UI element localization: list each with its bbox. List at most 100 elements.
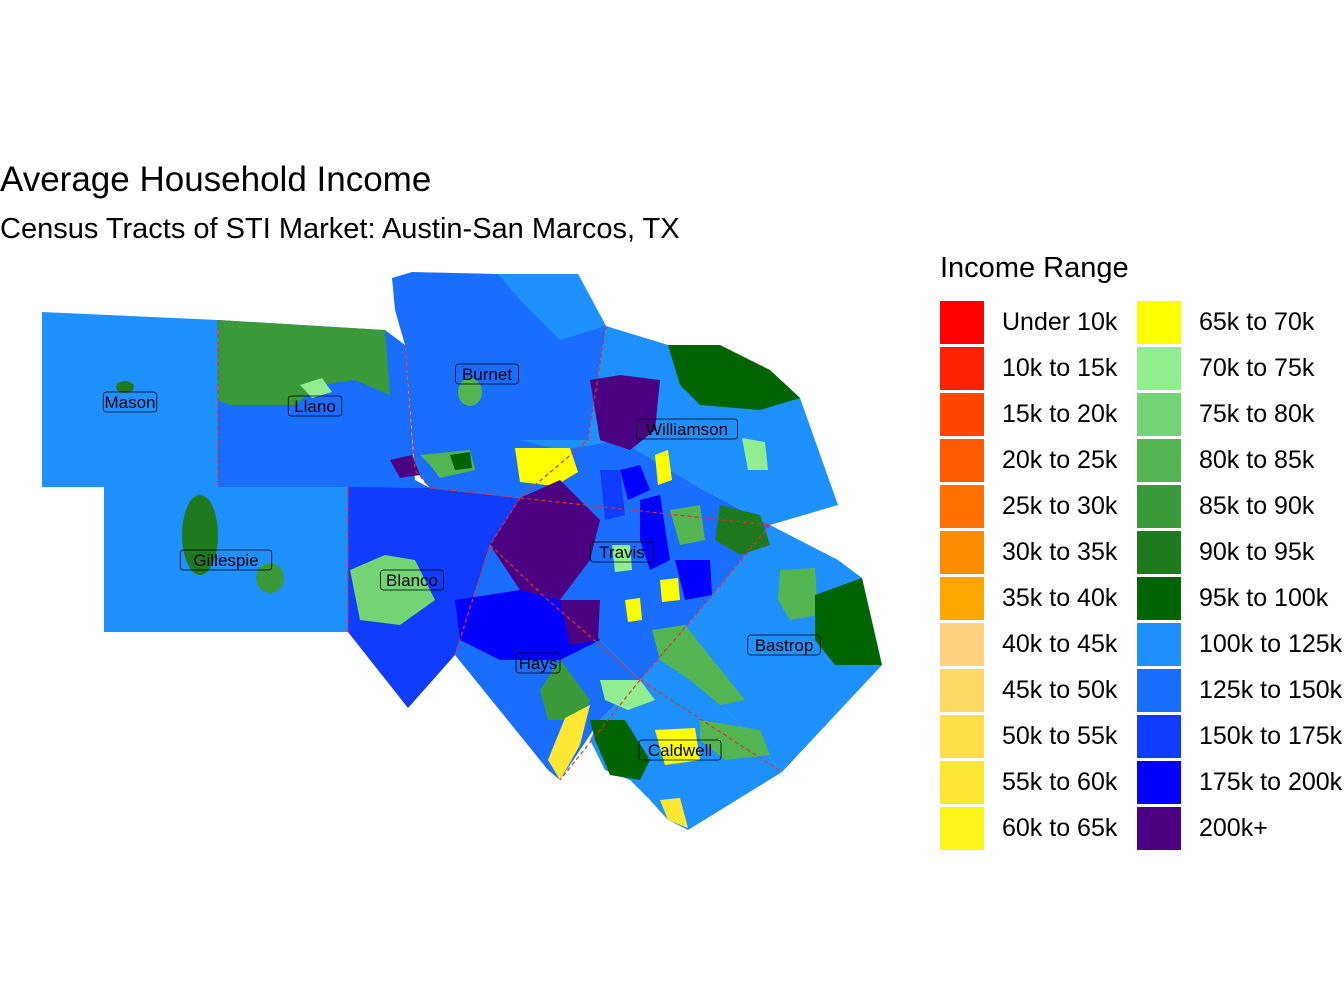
legend-item: 15k to 20k [940, 392, 1140, 438]
county-label: Gillespie [193, 551, 258, 570]
legend-swatch [1137, 761, 1181, 804]
legend-label: 35k to 40k [1002, 584, 1118, 612]
legend-label: 100k to 125k [1199, 630, 1343, 658]
legend-swatch [1137, 393, 1181, 436]
legend-label: 200k+ [1199, 814, 1268, 842]
legend-swatch [940, 623, 984, 666]
legend-swatch [1137, 301, 1181, 344]
legend-swatch [940, 715, 984, 758]
legend-label: 65k to 70k [1199, 308, 1315, 336]
choropleth-map: Mason Llano Burnet Williamson Gillespie Blanc… [42, 272, 882, 830]
county-label-box [515, 652, 561, 674]
legend-swatch [1137, 485, 1181, 528]
legend-swatch [940, 485, 984, 528]
legend-swatch [1137, 577, 1181, 620]
legend-label: 75k to 80k [1199, 400, 1315, 428]
county-label: Mason [104, 393, 155, 412]
legend-swatch [940, 301, 984, 344]
legend-item: 30k to 35k [940, 530, 1140, 576]
legend-item: Under 10k [940, 300, 1140, 346]
legend-swatch [940, 807, 984, 850]
legend-label: 50k to 55k [1002, 722, 1118, 750]
county-label-box [638, 739, 722, 761]
legend-item: 25k to 30k [940, 484, 1140, 530]
legend-swatch [940, 577, 984, 620]
legend-item: 90k to 95k [1137, 530, 1337, 576]
county-label-box [455, 363, 519, 385]
legend-label: 15k to 20k [1002, 400, 1118, 428]
county-label-box [102, 391, 158, 413]
county-mason [42, 312, 218, 487]
legend-item: 150k to 175k [1137, 714, 1342, 760]
legend-label: 10k to 15k [1002, 354, 1118, 382]
county-label: Llano [294, 397, 336, 416]
tract-patches [116, 274, 882, 828]
legend-item: 45k to 50k [940, 668, 1140, 714]
legend-label: 85k to 90k [1199, 492, 1315, 520]
county-label: Bastrop [755, 636, 814, 655]
county-label: Travis [599, 543, 645, 562]
legend-item: 100k to 125k [1137, 622, 1342, 668]
county-gillespie [104, 487, 348, 632]
legend-title: Income Range [940, 252, 1129, 284]
legend-label: 55k to 60k [1002, 768, 1118, 796]
legend-item: 60k to 65k [940, 806, 1140, 852]
county-labels: Mason Llano Burnet Williamson Gillespie Blanc… [102, 363, 821, 761]
legend-swatch [940, 761, 984, 804]
legend-label: 150k to 175k [1199, 722, 1343, 750]
legend-item: 95k to 100k [1137, 576, 1337, 622]
legend-label: 60k to 65k [1002, 814, 1118, 842]
county-label: Blanco [386, 571, 438, 590]
legend-label: 25k to 30k [1002, 492, 1118, 520]
legend-label: 70k to 75k [1199, 354, 1315, 382]
legend-item: 200k+ [1137, 806, 1337, 852]
legend-item: 35k to 40k [940, 576, 1140, 622]
legend-swatch [940, 531, 984, 574]
legend-item: 50k to 55k [940, 714, 1140, 760]
legend-item: 85k to 90k [1137, 484, 1337, 530]
county-label-box [636, 418, 738, 440]
legend-swatch [940, 393, 984, 436]
legend-item: 10k to 15k [940, 346, 1140, 392]
county-label-box [287, 395, 343, 417]
county-bastrop [640, 525, 882, 772]
legend-swatch [1137, 531, 1181, 574]
county-label: Burnet [462, 365, 512, 384]
legend-swatch [1137, 623, 1181, 666]
legend-swatch [940, 669, 984, 712]
legend-item: 20k to 25k [940, 438, 1140, 484]
legend-item: 40k to 45k [940, 622, 1140, 668]
legend-item: 55k to 60k [940, 760, 1140, 806]
county-label: Williamson [646, 420, 728, 439]
legend-swatch [940, 439, 984, 482]
legend-item: 65k to 70k [1137, 300, 1337, 346]
legend-label: 90k to 95k [1199, 538, 1315, 566]
legend-item: 175k to 200k [1137, 760, 1342, 806]
map-title: Average Household Income [0, 160, 432, 199]
legend-swatch [1137, 439, 1181, 482]
county-label-box [380, 569, 444, 591]
legend-label: 40k to 45k [1002, 630, 1118, 658]
legend-item: 80k to 85k [1137, 438, 1337, 484]
legend-item: 125k to 150k [1137, 668, 1342, 714]
legend-item: 70k to 75k [1137, 346, 1337, 392]
legend-label: 20k to 25k [1002, 446, 1118, 474]
county-label-box [590, 541, 654, 563]
legend-label: 175k to 200k [1199, 768, 1343, 796]
legend-label: 45k to 50k [1002, 676, 1118, 704]
county-label: Caldwell [648, 741, 712, 760]
county-label-box [179, 549, 273, 571]
legend-label: Under 10k [1002, 308, 1118, 336]
map-subtitle: Census Tracts of STI Market: Austin-San … [0, 213, 680, 245]
legend-label: 80k to 85k [1199, 446, 1315, 474]
county-borders [217, 320, 783, 781]
legend-swatch [1137, 669, 1181, 712]
legend-swatch [1137, 807, 1181, 850]
legend-label: 125k to 150k [1199, 676, 1343, 704]
legend-item: 75k to 80k [1137, 392, 1337, 438]
legend-label: 30k to 35k [1002, 538, 1118, 566]
county-blanco [348, 487, 520, 708]
county-label: Hays [519, 654, 558, 673]
legend-label: 95k to 100k [1199, 584, 1329, 612]
legend-swatch [1137, 347, 1181, 390]
